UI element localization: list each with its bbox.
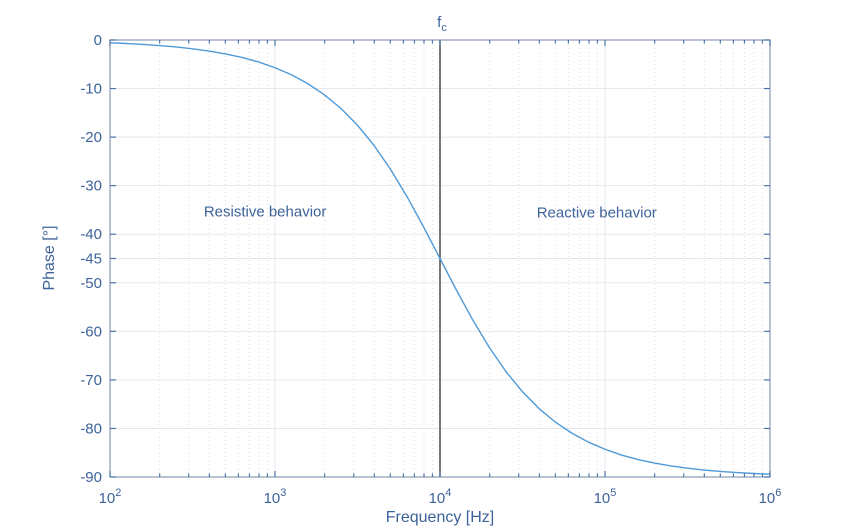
y-tick-label: -90 — [80, 469, 102, 486]
x-tick-label: 103 — [264, 487, 287, 507]
x-tick-label: 102 — [99, 487, 122, 507]
y-tick-label: -20 — [80, 129, 102, 146]
y-tick-label: -50 — [80, 275, 102, 292]
x-tick-label: 106 — [759, 487, 782, 507]
annotation-resistive-behavior: Resistive behavior — [203, 203, 327, 221]
cutoff-label-subscript: c — [441, 22, 447, 34]
y-axis-label: Phase [°] — [41, 225, 58, 291]
y-tick-label: -70 — [80, 372, 102, 389]
cutoff-frequency-label: fc — [437, 14, 447, 34]
cutoff-label-base: f — [437, 14, 442, 31]
y-tick-label: -45 — [80, 251, 102, 268]
y-tick-label: -30 — [80, 178, 102, 195]
y-tick-label: -60 — [80, 323, 102, 340]
y-tick-label: 0 — [94, 32, 102, 49]
y-tick-label: -80 — [80, 420, 102, 437]
x-tick-label: 105 — [594, 487, 617, 507]
x-axis-label: Frequency [Hz] — [385, 509, 495, 526]
y-tick-label: -10 — [80, 81, 102, 98]
annotation-reactive-behavior: Reactive behavior — [536, 204, 657, 222]
x-tick-label: 104 — [429, 487, 452, 507]
y-tick-label: -40 — [80, 226, 102, 243]
phase-curve — [109, 42, 771, 475]
